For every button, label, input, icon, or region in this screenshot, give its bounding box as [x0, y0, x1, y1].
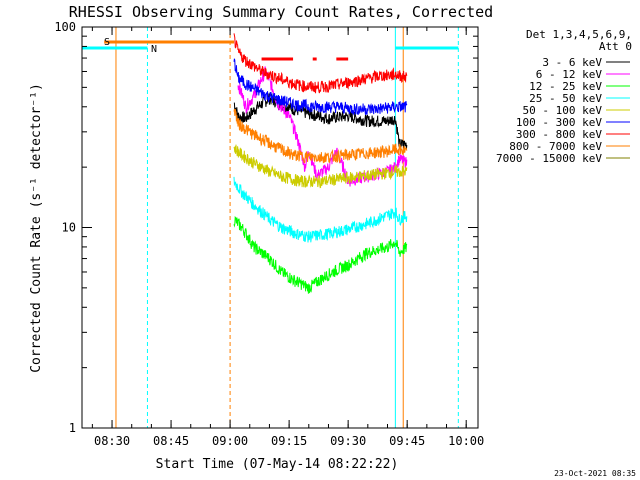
series-line	[233, 58, 408, 116]
saa-bar-label: N	[151, 44, 157, 55]
marker-lines: SN	[82, 27, 459, 428]
series-line	[233, 93, 408, 150]
legend-header: Att 0	[599, 40, 632, 53]
legend-label: 300 - 800 keV	[516, 128, 602, 141]
y-tick-label: 100	[54, 20, 76, 34]
series-group	[233, 33, 408, 294]
x-axis-label: Start Time (07-May-14 08:22:22)	[156, 457, 399, 472]
series-line	[233, 176, 408, 243]
axes: 08:30 08:45 09:00 09:15 09:30 09:45 10:00 1 10 10…	[54, 20, 484, 448]
series-line	[233, 215, 408, 294]
footer-timestamp: 23-Oct-2021 08:35	[554, 469, 636, 478]
x-tick-label: 09:30	[330, 434, 366, 448]
legend-label: 25 - 50 keV	[529, 92, 602, 105]
y-tick-label: 10	[62, 221, 76, 235]
series-line	[233, 33, 408, 94]
legend-label: 800 - 7000 keV	[509, 140, 602, 153]
legend-header: Det 1,3,4,5,6,9,	[526, 28, 632, 41]
legend-label: 100 - 300 keV	[516, 116, 602, 129]
series-line	[233, 144, 408, 189]
night-bar-label: S	[104, 37, 110, 48]
y-axis-label: Corrected Count Rate (s⁻¹ detector⁻¹)	[29, 83, 44, 373]
legend-label: 12 - 25 keV	[529, 80, 602, 93]
legend-label: 3 - 6 keV	[542, 56, 602, 69]
series-line	[233, 108, 408, 164]
chart-title: RHESSI Observing Summary Count Rates, Co…	[69, 3, 493, 21]
x-tick-label: 09:45	[389, 434, 425, 448]
y-tick-label: 1	[69, 421, 76, 435]
x-tick-label: 09:15	[271, 434, 307, 448]
series-line	[237, 66, 408, 187]
x-tick-label: 08:30	[94, 434, 130, 448]
legend-label: 6 - 12 keV	[536, 68, 603, 81]
x-tick-label: 10:00	[448, 434, 484, 448]
legend-label: 50 - 100 keV	[523, 104, 603, 117]
x-tick-label: 08:45	[153, 434, 189, 448]
x-tick-label: 09:00	[212, 434, 248, 448]
legend-label: 7000 - 15000 keV	[496, 152, 602, 165]
